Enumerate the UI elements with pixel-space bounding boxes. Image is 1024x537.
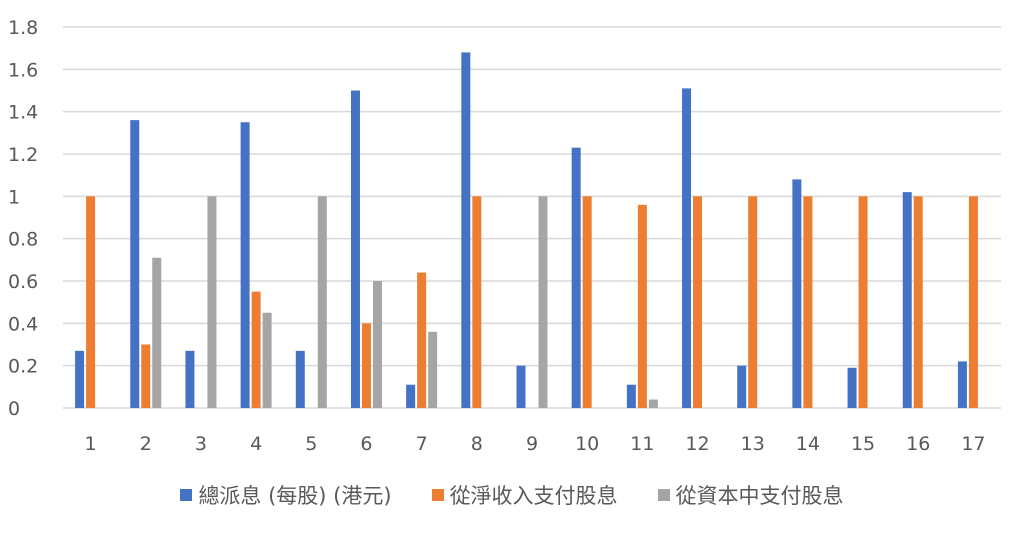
bar-s1-c5 — [295, 350, 305, 408]
bar-s2-c16 — [913, 196, 923, 408]
bar-s1-c8 — [461, 52, 471, 409]
x-tick-label: 6 — [360, 433, 372, 455]
x-tick-label: 13 — [741, 433, 765, 455]
x-tick-label: 15 — [851, 433, 875, 455]
bar-s2-c1 — [86, 196, 96, 408]
bar-s1-c16 — [902, 192, 912, 408]
legend-label: 從淨收入支付股息 — [449, 484, 618, 508]
bar-s2-c12 — [693, 196, 703, 408]
bar-s2-c6 — [361, 323, 371, 408]
y-tick-label: 0 — [8, 398, 20, 420]
x-tick-label: 8 — [471, 433, 483, 455]
bar-s1-c6 — [350, 90, 360, 408]
bar-s3-c7 — [428, 331, 438, 408]
bar-s2-c15 — [858, 196, 868, 408]
bar-s3-c4 — [262, 312, 272, 408]
legend-label: 總派息 (每股) (港元) — [198, 484, 392, 508]
y-tick-label: 1.8 — [8, 17, 38, 39]
bar-s1-c9 — [516, 365, 526, 408]
bar-s1-c13 — [737, 365, 747, 408]
bar-s3-c3 — [207, 196, 217, 408]
bar-s2-c17 — [968, 196, 978, 408]
x-tick-label: 5 — [305, 433, 317, 455]
y-tick-label: 0.6 — [8, 271, 38, 293]
bar-s3-c11 — [648, 399, 658, 408]
legend: 總派息 (每股) (港元) 從淨收入支付股息 從資本中支付股息 — [0, 480, 1024, 510]
bar-s1-c2 — [130, 120, 140, 408]
bar-s2-c4 — [251, 291, 261, 408]
legend-item-from-capital: 從資本中支付股息 — [657, 480, 844, 510]
legend-item-total-dividend: 總派息 (每股) (港元) — [180, 480, 392, 510]
bar-s1-c7 — [406, 384, 416, 408]
y-tick-label: 0.8 — [8, 229, 38, 251]
bars — [75, 52, 978, 409]
x-tick-label: 7 — [416, 433, 428, 455]
bar-s1-c17 — [957, 361, 967, 408]
gridlines — [63, 26, 1001, 409]
legend-swatch — [657, 489, 670, 501]
bar-s1-c3 — [185, 350, 195, 408]
legend-swatch — [431, 489, 444, 501]
legend-item-from-net-income: 從淨收入支付股息 — [431, 480, 618, 510]
bar-s2-c11 — [637, 204, 647, 408]
x-tick-label: 1 — [85, 433, 97, 455]
bar-s2-c10 — [582, 196, 592, 408]
x-tick-label: 4 — [250, 433, 262, 455]
x-axis-ticks: 1 2 3 4 5 6 7 8 9 10 11 12 13 14 15 16 17 — [85, 433, 986, 455]
bar-s1-c14 — [792, 179, 802, 408]
y-tick-label: 1.2 — [8, 144, 38, 166]
x-tick-label: 2 — [140, 433, 152, 455]
bar-s2-c8 — [472, 196, 482, 408]
bar-s3-c6 — [372, 281, 382, 408]
x-tick-label: 11 — [630, 433, 654, 455]
y-tick-label: 1.6 — [8, 59, 38, 81]
y-tick-label: 0.4 — [8, 313, 38, 335]
x-tick-label: 17 — [961, 433, 985, 455]
bar-s1-c11 — [626, 384, 636, 408]
bar-s3-c9 — [538, 196, 548, 408]
bar-s1-c15 — [847, 367, 857, 408]
x-tick-label: 12 — [685, 433, 709, 455]
y-tick-label: 0.2 — [8, 356, 38, 378]
bar-s2-c14 — [803, 196, 813, 408]
x-tick-label: 14 — [796, 433, 820, 455]
bar-s1-c1 — [75, 350, 85, 408]
bar-s1-c10 — [571, 147, 581, 408]
y-tick-label: 1.4 — [8, 102, 38, 124]
y-axis-ticks: 0 0.2 0.4 0.6 0.8 1 1.2 1.4 1.6 1.8 — [8, 17, 38, 420]
bar-s2-c7 — [417, 272, 427, 408]
bar-s2-c2 — [141, 344, 151, 408]
bar-s2-c13 — [748, 196, 758, 408]
x-tick-label: 16 — [906, 433, 930, 455]
legend-label: 從資本中支付股息 — [675, 484, 844, 508]
legend-swatch — [180, 489, 193, 501]
x-tick-label: 9 — [526, 433, 538, 455]
bar-s3-c2 — [152, 257, 162, 408]
x-tick-label: 3 — [195, 433, 207, 455]
bar-s1-c4 — [240, 122, 250, 408]
bar-s3-c5 — [317, 196, 327, 408]
bar-s1-c12 — [682, 88, 692, 408]
y-tick-label: 1 — [8, 186, 20, 208]
x-tick-label: 10 — [575, 433, 599, 455]
